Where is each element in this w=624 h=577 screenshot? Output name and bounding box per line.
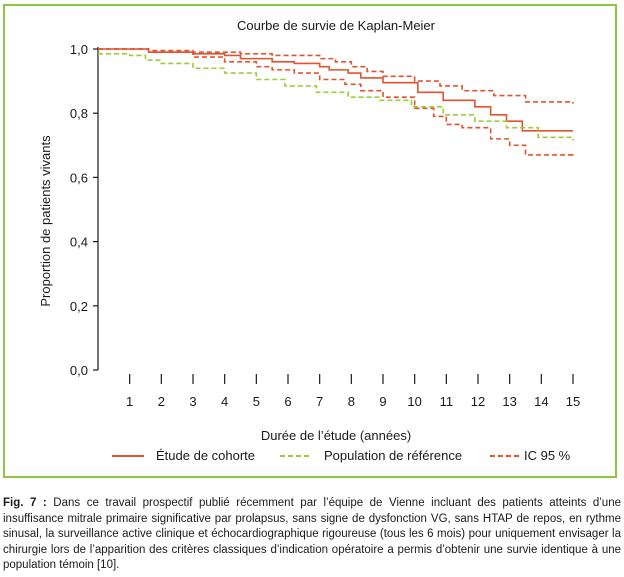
y-tick-label: 0,4 xyxy=(70,235,88,250)
x-tick-label: 5 xyxy=(253,394,260,409)
y-tick-label: 1,0 xyxy=(70,42,88,57)
x-axis-label: Durée de l’étude (années) xyxy=(261,428,411,443)
x-tick-label: 13 xyxy=(502,394,516,409)
x-tick-label: 11 xyxy=(440,394,454,409)
x-tick-label: 4 xyxy=(221,394,228,409)
x-tick-label: 8 xyxy=(348,394,355,409)
x-tick-label: 6 xyxy=(284,394,291,409)
chart-frame: Courbe de survie de Kaplan-Meier Proport… xyxy=(3,4,617,478)
x-tick-label: 15 xyxy=(566,394,580,409)
x-tick-label: 3 xyxy=(189,394,196,409)
chart-title: Courbe de survie de Kaplan-Meier xyxy=(237,18,436,33)
series-ci-lower xyxy=(98,48,574,157)
x-tick-label: 9 xyxy=(379,394,386,409)
x-tick-label: 2 xyxy=(158,394,165,409)
x-tick-label: 14 xyxy=(534,394,548,409)
y-tick-label: 0,0 xyxy=(70,363,88,378)
y-tick-label: 0,8 xyxy=(70,106,88,121)
x-tick-label: 7 xyxy=(316,394,323,409)
y-tick-label: 0,2 xyxy=(70,299,88,314)
x-tick-label: 12 xyxy=(471,394,485,409)
series-cohort xyxy=(98,48,573,132)
legend-label: IC 95 % xyxy=(524,448,571,463)
axes: 0,00,20,40,60,81,01 2 3 4 5 6 7 8 9 10 11 12 13 14 15 xyxy=(70,42,580,409)
series-layer xyxy=(98,48,574,157)
y-axis-label: Proportion de patients vivants xyxy=(38,135,53,307)
series-reference xyxy=(98,53,574,141)
caption-text: Dans ce travail prospectif publié récemm… xyxy=(3,497,621,571)
x-tick-label: 1 xyxy=(126,394,133,409)
legend-label: Population de référence xyxy=(324,448,462,463)
legend: Étude de cohorte Population de référence I… xyxy=(112,448,571,463)
kaplan-meier-chart: Courbe de survie de Kaplan-Meier Proport… xyxy=(38,18,580,463)
figure-caption: Fig. 7 : Dans ce travail prospectif publ… xyxy=(3,496,621,574)
x-tick-label: 10 xyxy=(407,394,421,409)
caption-label: Fig. 7 : xyxy=(3,497,47,509)
series-ci-upper xyxy=(98,48,574,104)
y-tick-label: 0,6 xyxy=(70,170,88,185)
legend-label: Étude de cohorte xyxy=(156,448,255,463)
